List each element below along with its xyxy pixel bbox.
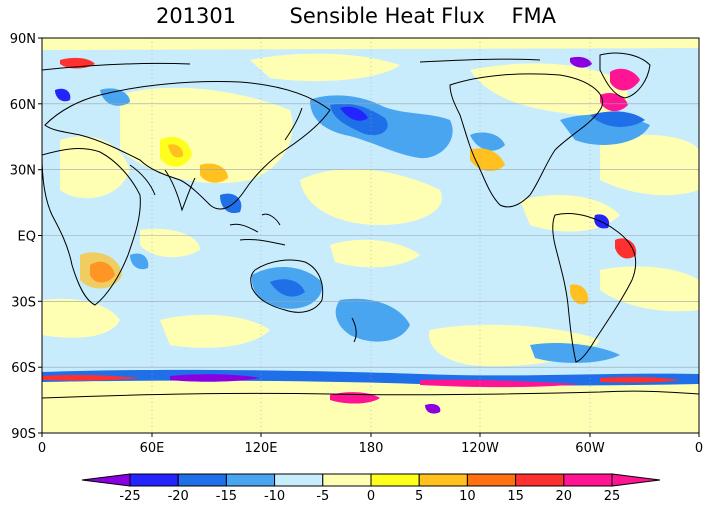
colorbar-upper-extension — [611, 473, 661, 487]
title-season: FMA — [511, 4, 557, 28]
colorbar-swatch — [225, 473, 276, 487]
colorbar-swatch — [274, 473, 324, 487]
grid-lines — [42, 38, 699, 433]
negative-regions — [55, 88, 650, 363]
y-tick-label: 60S — [11, 361, 36, 376]
y-tick-label: 30N — [10, 164, 36, 179]
colorbar-swatch — [322, 473, 372, 487]
plot-area — [42, 38, 699, 433]
y-axis — [38, 37, 42, 434]
colorbar-label: -10 — [264, 489, 285, 504]
colorbar-swatch — [418, 473, 468, 487]
colorbar-label: -20 — [168, 489, 189, 504]
x-tick-label: 0 — [695, 441, 703, 456]
x-tick-label: 60W — [575, 441, 605, 456]
y-tick-label: 90S — [11, 427, 36, 442]
x-tick-label: 120E — [244, 441, 277, 456]
positive-strong-regions — [60, 56, 640, 414]
x-tick-label: 60E — [140, 441, 165, 456]
x-axis — [41, 433, 700, 437]
colorbar-swatch — [370, 473, 420, 487]
colorbar-label: -5 — [316, 489, 329, 504]
y-tick-label: 90N — [10, 32, 36, 47]
y-tick-label: EQ — [18, 230, 36, 245]
positive-light-regions — [42, 38, 699, 433]
colorbar-swatch — [515, 473, 565, 487]
x-tick-label: 120W — [461, 441, 499, 456]
colorbar-label: 15 — [507, 489, 524, 504]
coastlines — [42, 52, 699, 399]
colorbar-label: 0 — [367, 489, 375, 504]
colorbar-label: 10 — [459, 489, 476, 504]
colorbar-lower-extension — [81, 473, 131, 487]
y-tick-label: 60N — [10, 98, 36, 113]
colorbar-swatch — [563, 473, 613, 487]
x-tick-label: 0 — [38, 441, 46, 456]
map-title: 201301 Sensible Heat Flux FMA — [0, 4, 712, 28]
colorbar-label: 20 — [556, 489, 573, 504]
colorbar-label: 25 — [604, 489, 621, 504]
antarctic-band — [42, 369, 699, 404]
colorbar-label: 5 — [415, 489, 423, 504]
title-period: 201301 — [155, 4, 237, 28]
colorbar-swatch — [466, 473, 517, 487]
colorbar-label: -25 — [119, 489, 140, 504]
y-tick-label: 30S — [11, 295, 36, 310]
colorbar-swatch — [129, 473, 179, 487]
colorbar-swatch — [177, 473, 227, 487]
x-tick-label: 180 — [359, 441, 384, 456]
colorbar-label: -15 — [216, 489, 237, 504]
colorbar: -25 -20 -15 -10 -5 0 5 10 15 20 25 — [81, 473, 661, 504]
title-variable: Sensible Heat Flux — [289, 4, 485, 28]
